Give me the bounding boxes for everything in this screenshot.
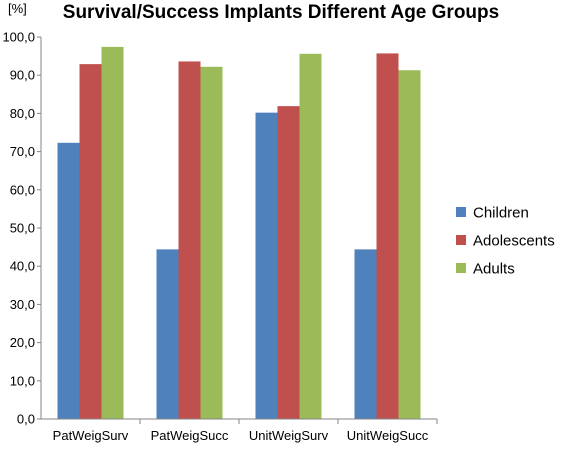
legend-swatch-adolescents: [456, 235, 466, 245]
bars-group: [57, 46, 421, 420]
y-tick-label: 50,0: [10, 221, 35, 236]
y-axis-unit: [%]: [8, 1, 27, 16]
chart-title: Survival/Success Implants Different Age …: [63, 2, 499, 23]
legend-label-children: Children: [473, 205, 529, 222]
bar-adolescents-patweigsucc: [178, 61, 201, 420]
bar-adults-patweigsurv: [101, 46, 124, 419]
legend-swatch-adults: [456, 263, 466, 273]
x-tick-labels: PatWeigSurv PatWeigSucc UnitWeigSurv UnitWe…: [53, 428, 429, 443]
y-tick-label: 40,0: [10, 259, 35, 274]
y-tick-label: 30,0: [10, 297, 35, 312]
y-tick-label: 80,0: [10, 106, 35, 121]
y-tick-label: 100,0: [2, 30, 35, 45]
y-tick-label: 60,0: [10, 182, 35, 197]
legend: Children Adolescents Adults: [456, 205, 555, 278]
y-tick-labels: 0,0 10,0 20,0 30,0 40,0 50,0 60,0 70,0 80,0 90,0 1…: [2, 30, 35, 427]
y-tick-label: 10,0: [10, 373, 35, 388]
bar-children-unitweigsurv: [255, 112, 278, 420]
bar-children-patweigsucc: [156, 249, 179, 419]
bar-adults-unitweigsucc: [398, 70, 421, 419]
y-tick-label: 20,0: [10, 335, 35, 350]
bar-adolescents-unitweigsurv: [277, 106, 300, 419]
legend-label-adults: Adults: [473, 261, 515, 278]
y-tick-label: 70,0: [10, 144, 35, 159]
bar-children-unitweigsucc: [354, 249, 377, 419]
x-tick-label: UnitWeigSucc: [347, 428, 429, 443]
y-tick-label: 0,0: [17, 412, 35, 427]
legend-swatch-children: [456, 207, 466, 217]
x-tick-label: PatWeigSurv: [53, 428, 129, 443]
axes-group: [37, 36, 438, 424]
bar-adults-unitweigsurv: [299, 53, 322, 420]
bar-adolescents-unitweigsucc: [376, 53, 399, 420]
y-tick-label: 90,0: [10, 68, 35, 83]
bar-children-patweigsurv: [57, 142, 80, 419]
bar-adolescents-patweigsurv: [79, 64, 102, 419]
legend-label-adolescents: Adolescents: [473, 233, 555, 250]
x-tick-label: UnitWeigSurv: [249, 428, 329, 443]
bar-adults-patweigsucc: [200, 66, 223, 420]
x-tick-label: PatWeigSucc: [151, 428, 229, 443]
